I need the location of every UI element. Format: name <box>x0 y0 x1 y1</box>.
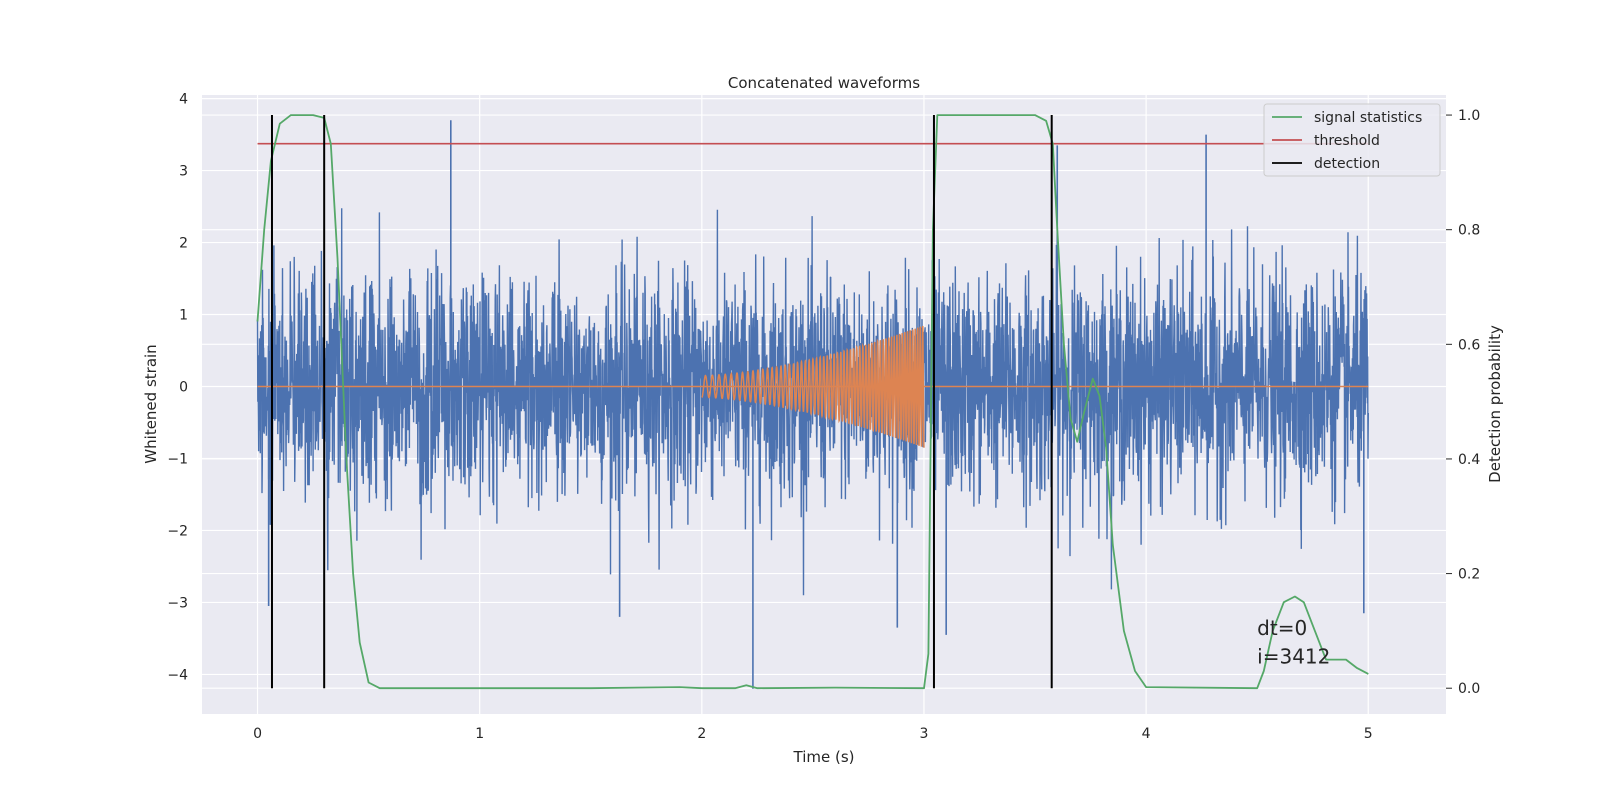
y-tick-label: −1 <box>167 451 188 467</box>
annotation-index: i=3412 <box>1257 645 1330 669</box>
x-tick-label: 4 <box>1142 726 1151 742</box>
y-tick-label: −2 <box>167 523 188 539</box>
x-tick-label: 3 <box>920 726 929 742</box>
y-tick-label: −3 <box>167 595 188 611</box>
y2-tick-label: 1.0 <box>1458 108 1480 124</box>
y2-tick-label: 0.2 <box>1458 567 1480 583</box>
y-tick-label: −4 <box>167 667 188 683</box>
legend-label-threshold: threshold <box>1314 133 1380 149</box>
y-tick-label: 1 <box>179 308 188 324</box>
x-axis-label: Time (s) <box>793 748 855 766</box>
y2-tick-label: 0.4 <box>1458 452 1480 468</box>
y-tick-label: 4 <box>179 92 188 108</box>
y-tick-label: 3 <box>179 164 188 180</box>
chart-title: Concatenated waveforms <box>728 74 920 92</box>
legend: signal statistics threshold detection <box>1263 103 1441 177</box>
x-tick-label: 0 <box>253 726 262 742</box>
y2-tick-label: 0.8 <box>1458 223 1480 239</box>
x-tick-label: 2 <box>697 726 706 742</box>
legend-frame <box>1263 103 1441 177</box>
x-tick-label: 1 <box>475 726 484 742</box>
axis-ticks: 0 1 2 3 4 5 −4 −3 −2 −1 0 1 2 3 4 0.0 0.2 0.4 0.6 0.8 1.0 <box>167 92 1480 742</box>
x-tick-label: 5 <box>1364 726 1373 742</box>
y2-tick-label: 0.0 <box>1458 681 1480 697</box>
series-signal-statistics <box>256 114 1369 690</box>
y2-axis-label: Detection probability <box>1486 325 1504 483</box>
annotations: dt=0 i=3412 <box>1257 616 1330 669</box>
y2-tick-label: 0.6 <box>1458 337 1480 353</box>
annotation-dt: dt=0 <box>1257 616 1307 640</box>
y-tick-label: 2 <box>179 236 188 252</box>
series-layer <box>256 114 1369 690</box>
y-axis-label: Whitened strain <box>142 344 160 463</box>
legend-label-signal-statistics: signal statistics <box>1314 110 1422 126</box>
y-tick-label: 0 <box>179 380 188 396</box>
series-injected-chirp <box>701 325 925 448</box>
legend-label-detection: detection <box>1314 156 1380 172</box>
